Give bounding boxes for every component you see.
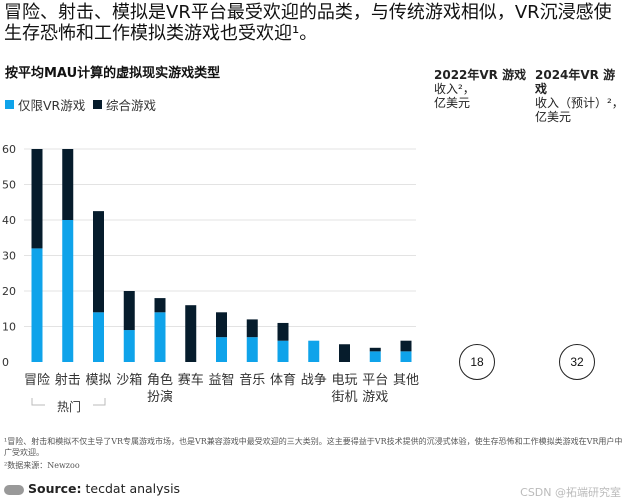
x-tick-label: 体育 — [270, 372, 296, 388]
chart-subtitle: 按平均MAU计算的虚拟现实游戏类型 — [5, 66, 221, 81]
revenue-2022-value: 18 — [470, 355, 484, 369]
x-tick-label: 游戏 — [362, 390, 388, 405]
x-tick-label: 音乐 — [239, 372, 265, 388]
y-tick-label: 60 — [2, 143, 16, 156]
y-tick-label: 20 — [2, 285, 16, 298]
bar-segment-combined — [400, 340, 412, 352]
headline: 冒险、射击、模拟是VR平台最受欢迎的品类，与传统游戏相似，VR沉浸感使生存恐怖和… — [4, 2, 612, 44]
group-label-hot: 热门 — [57, 399, 81, 414]
legend-label: 仅限VR游戏 — [18, 98, 86, 113]
bar-segment-combined — [216, 312, 227, 338]
y-tick-label: 0 — [2, 356, 9, 369]
bar-segment-vr-only — [93, 312, 104, 362]
csdn-watermark: CSDN @拓端研究室 — [520, 486, 621, 499]
bar-segment-combined — [62, 149, 74, 220]
x-tick-label: 电玩 — [331, 373, 357, 388]
column-header-2022: 2022年VR 游戏 收入²， 亿美元 — [434, 68, 526, 110]
bar-segment-vr-only — [154, 312, 166, 362]
bar-segment-vr-only — [246, 337, 258, 362]
bar-segment-vr-only — [62, 220, 74, 362]
bar-segment-vr-only — [308, 340, 320, 362]
header-line: 2024年VR 游戏 — [535, 68, 616, 96]
group-bracket — [31, 398, 106, 406]
source-label: Source: — [27, 481, 82, 496]
x-tick-label: 扮演 — [147, 389, 173, 405]
x-tick-label: 平台 — [362, 373, 388, 388]
bar-segment-combined — [31, 149, 43, 249]
revenue-2024-value: 32 — [570, 355, 584, 369]
x-tick-label: 益智 — [208, 373, 234, 388]
x-tick-label: 模拟 — [85, 373, 111, 388]
bar-segment-combined — [246, 319, 258, 338]
legend-combined: 综合游戏 — [93, 95, 156, 114]
y-tick-label: 50 — [2, 179, 16, 192]
x-tick-label: 射击 — [55, 372, 81, 388]
bar-segment-vr-only — [123, 330, 135, 362]
x-tick-label: 其他 — [393, 373, 419, 388]
header-line: 收入（预计）²， — [535, 96, 624, 110]
bar-segment-vr-only — [216, 337, 227, 362]
source-text: tecdat analysis — [81, 481, 181, 496]
legend-swatch-combined — [93, 100, 102, 109]
legend-vr-only: 仅限VR游戏 — [5, 95, 85, 114]
bar-segment-combined — [339, 344, 350, 362]
tecdat-logo — [4, 484, 24, 495]
header-line: 收入²， — [434, 82, 475, 96]
x-tick-label: 战争 — [301, 373, 327, 388]
bar-segment-vr-only — [369, 351, 381, 362]
header-line: 亿美元 — [434, 96, 471, 110]
x-tick-label: 角色 — [147, 372, 173, 388]
bar-segment-combined — [123, 291, 135, 331]
bar-segment-combined — [369, 347, 381, 352]
legend-label: 综合游戏 — [106, 98, 157, 113]
footnote-1: ¹冒险、射击和模拟不仅主导了VR专属游戏市场，也是VR兼容游戏中最受欢迎的三大类… — [4, 437, 623, 457]
footnote-2: ²数据来源：Newzoo — [4, 461, 80, 470]
bar-segment-vr-only — [400, 351, 412, 362]
y-tick-label: 40 — [2, 214, 16, 227]
bar-segment-vr-only — [31, 248, 43, 362]
bar-segment-combined — [185, 305, 197, 362]
bar-segment-combined — [154, 298, 166, 313]
revenue-2024-circle: 32 — [559, 344, 595, 380]
bar-segment-vr-only — [277, 340, 289, 362]
header-line: 亿美元 — [535, 110, 572, 124]
legend-swatch-vr-only — [5, 100, 14, 109]
source-line: Source: tecdat analysis — [4, 481, 180, 496]
bar-segment-combined — [277, 322, 289, 341]
header-line: 2022年VR 游戏 — [434, 68, 527, 82]
x-tick-label: 街机 — [331, 390, 357, 405]
revenue-2022-circle: 18 — [459, 344, 495, 380]
x-tick-label: 沙箱 — [116, 372, 142, 388]
y-tick-label: 30 — [2, 250, 16, 263]
bar-segment-combined — [93, 211, 104, 313]
column-header-2024: 2024年VR 游戏 收入（预计）²， 亿美元 — [535, 68, 627, 124]
y-tick-label: 10 — [2, 321, 16, 334]
x-tick-label: 冒险 — [24, 373, 50, 388]
x-tick-label: 赛车 — [178, 372, 204, 388]
